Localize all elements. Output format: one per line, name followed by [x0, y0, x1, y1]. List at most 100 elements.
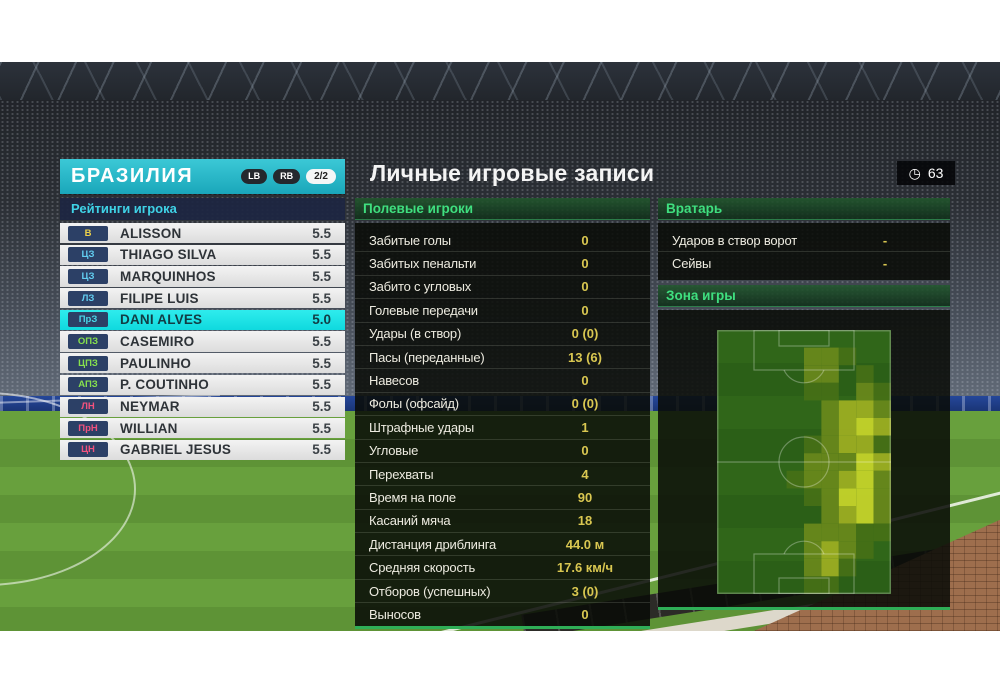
stat-row: Забито с угловых 0: [355, 274, 650, 298]
player-rating: 5.5: [312, 420, 331, 436]
player-rating: 5.5: [312, 290, 331, 306]
team-name: БРАЗИЛИЯ: [71, 165, 194, 187]
stat-row: Средняя скорость 17.6 км/ч: [355, 555, 650, 578]
stat-value: 0: [581, 256, 589, 272]
player-rating: 5.5: [312, 355, 331, 371]
player-row[interactable]: АПЗ P. COUTINHO 5.5: [60, 374, 345, 395]
player-rating: 5.5: [312, 225, 331, 241]
stat-row: Ударов в створ ворот -: [658, 229, 950, 251]
player-row[interactable]: ЦПЗ PAULINHO 5.5: [60, 353, 345, 374]
stat-value: 0: [581, 443, 589, 459]
player-name: WILLIAN: [120, 420, 178, 436]
stat-label: Забитых пенальти: [369, 256, 477, 272]
stat-row: Штрафные удары 1: [355, 415, 650, 438]
section-header-field-players: Полевые игроки: [355, 198, 650, 220]
clock-icon: ◷: [908, 165, 921, 181]
position-badge: ПрЗ: [68, 312, 108, 328]
player-row[interactable]: ЦЗ THIAGO SILVA 5.5: [60, 244, 345, 265]
team-header: БРАЗИЛИЯ LB RB 2/2: [60, 159, 345, 194]
stat-row: Забитых пенальти 0: [355, 251, 650, 274]
stat-label: Ударов в створ ворот: [672, 232, 797, 248]
player-row[interactable]: ЦЗ MARQUINHOS 5.5: [60, 266, 345, 287]
stat-label: Фолы (офсайд): [369, 396, 459, 412]
clock-value: 63: [927, 165, 944, 181]
stat-value: 0: [581, 302, 589, 318]
stat-row: Голевые передачи 0: [355, 298, 650, 321]
stat-label: Навесов: [369, 373, 419, 389]
stat-value: 13 (6): [568, 349, 602, 365]
player-row[interactable]: ЛН NEYMAR 5.5: [60, 396, 345, 417]
position-badge: ЦН: [68, 442, 108, 458]
player-row[interactable]: ПрН WILLIAN 5.5: [60, 418, 345, 439]
stat-label: Угловые: [369, 443, 419, 459]
player-row[interactable]: ЦН GABRIEL JESUS 5.5: [60, 439, 345, 461]
stat-value: 0 (0): [571, 396, 599, 412]
position-badge: ЦЗ: [68, 247, 108, 263]
stat-label: Сейвы: [672, 256, 712, 272]
stat-label: Отборов (успешных): [369, 583, 491, 599]
player-name: GABRIEL JESUS: [120, 442, 232, 458]
player-rating: 5.5: [312, 268, 331, 284]
position-badge: ЛЗ: [68, 290, 108, 306]
position-badge: ЛН: [68, 399, 108, 415]
stat-row: Время на поле 90: [355, 485, 650, 508]
field-player-stats-panel: Забитые голы 0 Забитых пенальти 0 Забито…: [355, 223, 650, 629]
goalkeeper-stats-panel: Ударов в створ ворот - Сейвы -: [658, 223, 950, 280]
section-header-play-zone: Зона игры: [658, 285, 950, 307]
stat-value: 17.6 км/ч: [556, 560, 614, 576]
stat-value: 90: [577, 489, 593, 505]
match-clock-badge: ◷ 63: [897, 161, 955, 185]
player-row[interactable]: ОПЗ CASEMIRO 5.5: [60, 331, 345, 352]
rb-button-icon[interactable]: RB: [273, 169, 301, 184]
player-name: MARQUINHOS: [120, 268, 216, 284]
stat-value: -: [882, 256, 888, 272]
player-rating: 5.5: [312, 442, 331, 458]
stat-label: Выносов: [369, 606, 421, 622]
section-header-goalkeeper: Вратарь: [658, 198, 950, 220]
stat-value: 1: [581, 419, 589, 435]
player-name: DANI ALVES: [120, 312, 203, 328]
stat-row: Касаний мяча 18: [355, 508, 650, 532]
stat-row: Отборов (успешных) 3 (0): [355, 578, 650, 602]
player-rating: 5.0: [312, 312, 331, 328]
stat-row: Забитые голы 0: [355, 229, 650, 251]
stat-row: Перехваты 4: [355, 461, 650, 485]
player-name: NEYMAR: [120, 399, 180, 415]
stat-value: -: [882, 232, 888, 248]
stat-value: 44.0 м: [565, 536, 605, 552]
stat-row: Сейвы -: [658, 251, 950, 274]
position-badge: ЦПЗ: [68, 355, 108, 371]
play-zone-heatmap: [717, 330, 891, 594]
stat-label: Удары (в створ): [369, 326, 462, 342]
game-screen: БРАЗИЛИЯ LB RB 2/2 Рейтинги игрока В ALI…: [0, 62, 1000, 631]
position-badge: ПрН: [68, 420, 108, 436]
stat-value: 0: [581, 232, 589, 248]
lb-button-icon[interactable]: LB: [241, 169, 268, 184]
player-name: THIAGO SILVA: [120, 247, 217, 263]
stadium-roof: [0, 62, 1000, 100]
stat-label: Штрафные удары: [369, 419, 475, 435]
player-rating: 5.5: [312, 377, 331, 393]
stat-row: Выносов 0: [355, 602, 650, 625]
ratings-header: Рейтинги игрока: [60, 198, 345, 220]
position-badge: ОПЗ: [68, 334, 108, 350]
stat-row: Дистанция дриблинга 44.0 м: [355, 532, 650, 555]
stat-value: 3 (0): [571, 583, 599, 599]
stat-label: Касаний мяча: [369, 513, 451, 529]
position-badge: АПЗ: [68, 377, 108, 393]
stat-row: Пасы (переданные) 13 (6): [355, 344, 650, 368]
stat-value: 0: [581, 279, 589, 295]
player-row[interactable]: В ALISSON 5.5: [60, 223, 345, 244]
player-row[interactable]: ПрЗ DANI ALVES 5.0: [60, 309, 345, 330]
stat-row: Угловые 0: [355, 438, 650, 462]
stat-label: Дистанция дриблинга: [369, 536, 496, 552]
stat-value: 4: [581, 466, 589, 482]
play-zone-panel: [658, 310, 950, 610]
page-title: Личные игровые записи: [370, 160, 655, 186]
player-row[interactable]: ЛЗ FILIPE LUIS 5.5: [60, 288, 345, 309]
stat-label: Пасы (переданные): [369, 349, 485, 365]
player-name: CASEMIRO: [120, 334, 195, 350]
stat-value: 0: [581, 373, 589, 389]
stat-label: Перехваты: [369, 466, 434, 482]
